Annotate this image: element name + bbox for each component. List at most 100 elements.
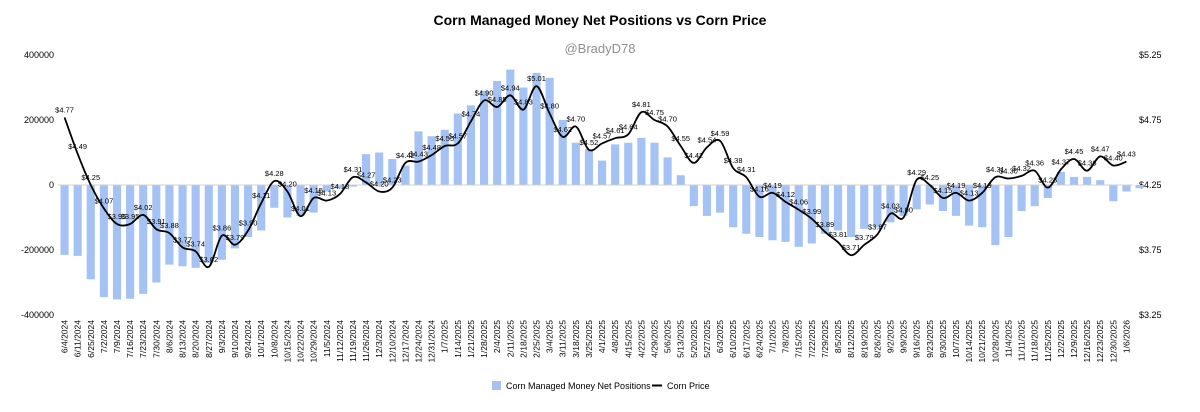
price-data-label: $4.57 [448, 131, 467, 140]
x-axis-tick-label: 11/5/2024 [322, 320, 332, 357]
x-axis-tick-label: 9/30/2025 [938, 320, 948, 358]
price-data-label: $4.43 [1117, 150, 1136, 159]
net-position-bar [991, 185, 1000, 246]
x-axis-tick-label: 11/4/2025 [1003, 320, 1013, 357]
x-axis-tick-label: 6/24/2025 [754, 320, 764, 358]
net-position-bar [191, 185, 200, 268]
net-position-bar [440, 129, 449, 185]
net-position-bar [126, 185, 135, 299]
net-position-bar [401, 165, 410, 185]
price-data-label: $4.02 [134, 203, 153, 212]
price-data-label: $4.16 [750, 185, 769, 194]
price-data-label: $4.19 [973, 181, 992, 190]
x-axis-tick-label: 6/17/2025 [741, 320, 751, 358]
x-axis-tick-label: 11/18/2025 [1030, 320, 1040, 362]
net-position-bar [951, 185, 961, 216]
x-axis-tick-label: 3/18/2025 [571, 320, 581, 358]
x-axis-tick-label: 12/9/2025 [1069, 320, 1079, 358]
x-axis: 6/4/2024 6/11/2024 6/25/2024 7/2/2024 7/9/20… [60, 320, 1132, 363]
x-axis-tick-label: 4/1/2025 [597, 320, 607, 353]
x-axis-tick-label: 10/28/2025 [990, 320, 1000, 363]
price-data-label: $4.47 [1091, 144, 1110, 153]
net-position-bar [650, 142, 659, 185]
net-position-bar [912, 185, 921, 210]
price-data-label: $4.36 [1025, 159, 1044, 168]
net-position-bar [1096, 180, 1105, 185]
net-position-bar [348, 185, 358, 187]
price-data-label: $3.87 [868, 222, 887, 231]
x-axis-tick-label: 10/1/2024 [256, 320, 266, 358]
price-data-label: $4.70 [658, 115, 677, 124]
price-data-label: $4.28 [265, 169, 284, 178]
x-axis-tick-label: 1/6/2026 [1121, 320, 1131, 353]
x-axis-tick-label: 8/26/2025 [872, 320, 882, 358]
x-axis-tick-label: 1/14/2025 [453, 320, 463, 358]
x-axis-tick-label: 9/10/2024 [230, 320, 240, 358]
x-axis-tick-label: 12/10/2024 [387, 320, 397, 363]
x-axis-tick-label: 5/20/2025 [689, 320, 699, 358]
price-data-label: $4.70 [566, 115, 585, 124]
price-data-label: $4.13 [317, 189, 336, 198]
x-axis-tick-label: 6/4/2024 [60, 320, 70, 353]
price-data-label: $4.59 [711, 129, 730, 138]
net-position-bar [729, 185, 738, 228]
net-position-bar [820, 185, 829, 234]
left-axis-tick-label: 0 [49, 180, 54, 190]
price-data-label: $4.40 [1104, 154, 1123, 163]
net-position-bar [1056, 172, 1065, 185]
net-position-bar [571, 142, 580, 185]
price-data-label: $4.52 [580, 138, 599, 147]
left-axis-tick-label: 400000 [24, 50, 54, 60]
right-axis-tick-label: $4.25 [1139, 180, 1162, 190]
net-position-bar [860, 185, 869, 229]
net-position-bar [597, 160, 607, 185]
net-position-bar [139, 185, 148, 294]
right-axis-tick-label: $5.25 [1139, 50, 1162, 60]
price-data-label: $4.06 [789, 198, 808, 207]
left-axis-tick-label: -200000 [21, 245, 54, 255]
price-data-label: $4.32 [1012, 164, 1031, 173]
price-data-label: $4.15 [934, 186, 953, 195]
net-position-bar [873, 185, 882, 228]
price-data-label: $4.57 [593, 131, 612, 140]
x-axis-tick-label: 7/22/2025 [807, 320, 817, 358]
price-data-label: $4.07 [94, 196, 113, 205]
price-data-label: $4.25 [81, 173, 100, 182]
price-line-path [63, 85, 1127, 269]
price-data-label: $4.80 [540, 102, 559, 111]
net-position-bar [925, 185, 934, 205]
price-data-label: $4.23 [383, 176, 402, 185]
net-position-bar [283, 185, 292, 218]
net-position-bar [335, 185, 344, 189]
net-position-bar [676, 175, 685, 185]
net-position-bar [453, 113, 462, 185]
x-axis-tick-label: 9/24/2024 [243, 320, 253, 358]
x-axis-tick-label: 9/16/2025 [912, 320, 922, 358]
price-data-label: $4.01 [291, 204, 310, 213]
net-position-bar [270, 185, 279, 208]
x-axis-tick-label: 8/6/2024 [164, 320, 174, 353]
x-axis-tick-label: 8/13/2024 [178, 320, 188, 358]
x-axis-tick-label: 8/27/2024 [204, 320, 214, 358]
x-axis-tick-label: 8/19/2025 [859, 320, 869, 358]
price-data-label: $4.18 [330, 182, 349, 191]
x-axis-tick-label: 1/28/2025 [479, 320, 489, 358]
price-data-label: $4.48 [422, 143, 441, 152]
net-position-bar [886, 185, 895, 223]
x-axis-tick-label: 9/9/2025 [899, 320, 909, 353]
price-data-labels: $4.77$4.49$4.25$4.07$3.95$3.95$4.02$3.91… [55, 74, 1136, 264]
x-axis-tick-label: 11/25/2025 [1043, 320, 1053, 362]
x-axis-tick-label: 10/14/2025 [964, 320, 974, 363]
price-data-label: $4.61 [606, 126, 625, 135]
x-axis-tick-label: 11/19/2024 [348, 320, 358, 362]
net-position-bar [257, 185, 266, 231]
x-axis-tick-label: 10/7/2025 [951, 320, 961, 358]
price-data-label: $4.19 [763, 181, 782, 190]
net-position-bar [493, 81, 502, 185]
net-position-bar [978, 185, 987, 228]
net-position-bar [1083, 176, 1092, 185]
price-data-label: $4.74 [462, 109, 481, 118]
x-axis-tick-label: 7/16/2024 [125, 320, 135, 358]
price-data-label: $3.95 [108, 212, 127, 221]
net-position-bar [1004, 185, 1013, 237]
